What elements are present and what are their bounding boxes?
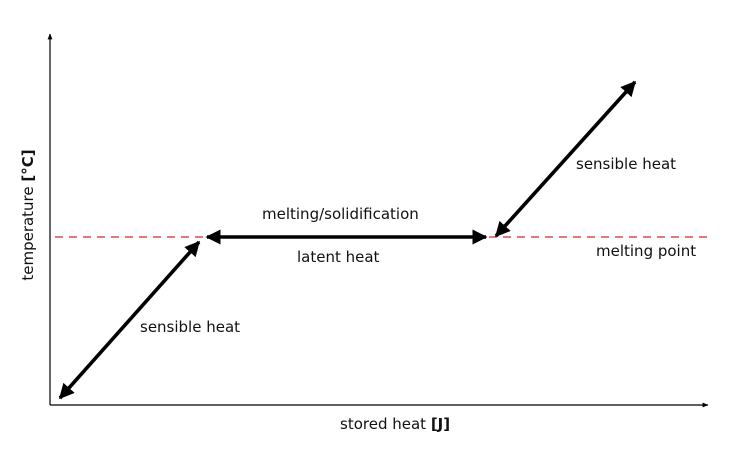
y-axis-label: temperature [°C] xyxy=(19,149,37,280)
y-axis-unit: [°C] xyxy=(19,149,37,182)
melting-point-label: melting point xyxy=(596,242,697,260)
sensible-heat-low-arrow xyxy=(58,240,201,400)
y-axis-title: temperature xyxy=(19,186,37,281)
sensible-heat-high-arrow xyxy=(494,80,637,238)
x-axis-title: stored heat xyxy=(340,415,427,433)
sensible-heat-low-label: sensible heat xyxy=(140,318,241,336)
x-axis-label: stored heat [J] xyxy=(340,415,450,433)
x-axis-unit: [J] xyxy=(430,415,451,433)
latent-heat-label: latent heat xyxy=(297,248,380,266)
melting-solidification-label: melting/solidification xyxy=(262,205,419,223)
sensible-heat-high-label: sensible heat xyxy=(576,155,677,173)
